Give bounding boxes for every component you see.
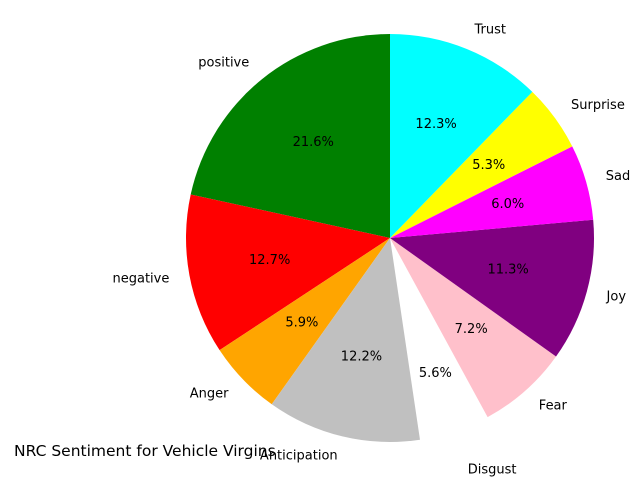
labels-layer: positive 21.6% negative 12.7% Anger 5.9% Antic… bbox=[113, 23, 631, 478]
slice-label-sad: Sad bbox=[606, 169, 630, 184]
slice-label-fear: Fear bbox=[539, 398, 568, 413]
pie-slice-disgust bbox=[396, 257, 495, 460]
slice-percent-disgust: 5.6% bbox=[419, 366, 452, 381]
slice-percent-sad: 6.0% bbox=[491, 197, 524, 212]
chart-title: NRC Sentiment for Vehicle Virgins bbox=[14, 442, 276, 460]
slice-percent-anger: 5.9% bbox=[285, 315, 318, 330]
slice-label-joy: Joy bbox=[606, 289, 627, 304]
slice-label-surprise: Surprise bbox=[571, 98, 625, 113]
pie-slice-trust bbox=[390, 33, 533, 238]
pie-slice-anticipation bbox=[271, 238, 420, 443]
pie-slice-sad bbox=[390, 146, 594, 238]
pie-slice-negative bbox=[186, 194, 390, 351]
slice-percent-positive: 21.6% bbox=[293, 135, 334, 150]
slice-label-negative: negative bbox=[113, 271, 170, 286]
slice-percent-surprise: 5.3% bbox=[472, 158, 505, 173]
slice-label-disgust: Disgust bbox=[468, 463, 517, 478]
pie-slice-surprise bbox=[390, 91, 573, 238]
slice-label-anticipation: Anticipation bbox=[260, 449, 338, 464]
pie-slice-positive bbox=[190, 34, 390, 238]
slice-label-trust: Trust bbox=[473, 23, 505, 38]
slices-layer bbox=[186, 33, 594, 460]
slice-percent-joy: 11.3% bbox=[487, 263, 528, 278]
slice-label-positive: positive bbox=[198, 56, 249, 71]
slice-percent-trust: 12.3% bbox=[415, 117, 456, 132]
slice-percent-anticipation: 12.2% bbox=[341, 350, 382, 365]
slice-label-anger: Anger bbox=[190, 386, 229, 401]
pie-slice-fear bbox=[390, 238, 557, 418]
slice-percent-negative: 12.7% bbox=[249, 253, 290, 268]
pie-slice-joy bbox=[390, 219, 594, 357]
slice-percent-fear: 7.2% bbox=[455, 322, 488, 337]
pie-slice-anger bbox=[219, 238, 390, 405]
